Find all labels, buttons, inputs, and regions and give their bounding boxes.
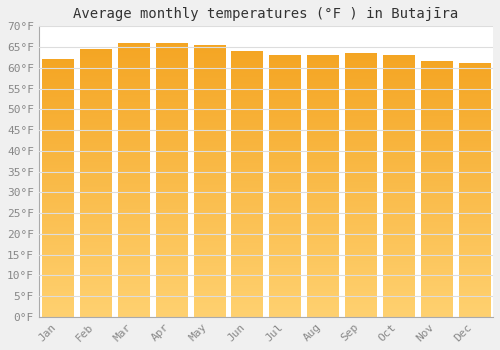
Title: Average monthly temperatures (°F ) in Butajīra: Average monthly temperatures (°F ) in Bu… — [74, 7, 458, 21]
